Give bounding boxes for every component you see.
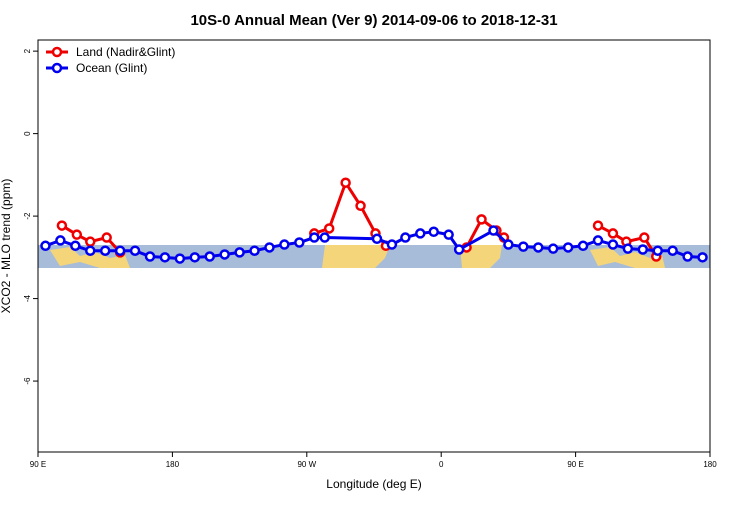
data-point [697, 252, 708, 263]
data-point [99, 245, 111, 256]
data-point [189, 252, 201, 263]
x-tick-label: 90 E [567, 460, 583, 469]
data-point [652, 245, 663, 256]
x-tick-label: 180 [703, 460, 717, 469]
data-point [279, 239, 290, 250]
data-point [234, 247, 245, 258]
x-tick-label: 90 W [297, 460, 316, 469]
data-point [622, 243, 634, 254]
data-point [340, 177, 351, 188]
data-point [70, 240, 81, 252]
data-point [682, 251, 693, 262]
land-patch [322, 245, 390, 268]
data-point [639, 232, 650, 243]
data-point [453, 244, 465, 255]
data-point [547, 243, 559, 254]
data-point [294, 237, 305, 248]
y-tick-label: 0 [23, 131, 32, 136]
legend-label: Land (Nadir&Glint) [76, 45, 175, 59]
data-point [309, 232, 320, 243]
data-point [85, 236, 96, 247]
y-tick-label: 2 [23, 48, 32, 53]
data-point [443, 229, 454, 240]
data-point [323, 223, 335, 234]
x-tick-label: 180 [166, 460, 180, 469]
data-point [400, 232, 411, 243]
data-point [319, 232, 330, 243]
data-point [355, 200, 366, 212]
data-point [503, 239, 514, 250]
y-tick-label: -4 [23, 294, 32, 302]
y-tick-label: -2 [23, 212, 32, 220]
y-axis-label: XCO2 - MLO trend (ppm) [0, 179, 13, 314]
legend-label: Ocean (Glint) [76, 61, 147, 75]
data-point [386, 239, 398, 250]
legend-marker [51, 46, 63, 58]
data-point [488, 225, 499, 236]
data-point [592, 235, 604, 246]
data-point [607, 228, 619, 239]
data-point [264, 242, 275, 253]
land-patch [590, 247, 665, 268]
data-point [371, 233, 383, 245]
data-point [476, 214, 487, 225]
x-axis-label: Longitude (deg E) [326, 477, 421, 491]
data-point [637, 244, 649, 255]
chart-title: 10S-0 Annual Mean (Ver 9) 2014-09-06 to … [190, 12, 557, 29]
data-point [56, 220, 68, 231]
data-point [533, 242, 544, 253]
data-point [415, 228, 426, 239]
data-point [159, 252, 171, 263]
data-point [71, 229, 83, 240]
data-point [562, 242, 574, 253]
data-point [144, 251, 156, 262]
data-point [85, 245, 96, 256]
data-point [607, 239, 619, 250]
data-point [592, 220, 604, 231]
data-point [428, 226, 439, 238]
legend-marker [51, 62, 63, 74]
land-patch [50, 247, 130, 268]
data-point [40, 240, 51, 252]
data-point [101, 232, 112, 243]
data-point [667, 245, 678, 256]
data-point [114, 245, 126, 256]
y-tick-label: -6 [23, 377, 32, 385]
data-point [518, 241, 529, 252]
data-point [219, 249, 230, 260]
x-tick-label: 90 E [30, 460, 46, 469]
data-point [249, 245, 260, 256]
data-point [129, 245, 141, 256]
data-point [204, 251, 215, 262]
data-point [577, 240, 589, 252]
plot-frame [37, 39, 711, 453]
x-tick-label: 0 [439, 460, 444, 469]
data-point [174, 253, 186, 264]
data-point [55, 235, 66, 246]
